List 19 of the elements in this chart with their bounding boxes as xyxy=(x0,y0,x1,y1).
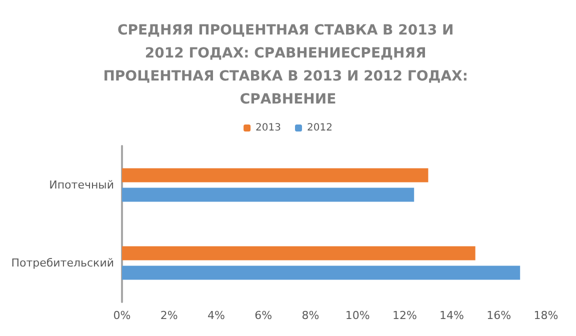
x-tick-label: 6% xyxy=(254,309,272,322)
x-tick-label: 8% xyxy=(302,309,320,322)
x-tick-label: 12% xyxy=(392,309,417,322)
x-tick-label: 14% xyxy=(440,309,464,322)
y-tick-label: Потребительский xyxy=(11,256,114,270)
legend-label: 2013 xyxy=(256,122,282,134)
bar xyxy=(122,168,428,182)
x-tick-label: 18% xyxy=(534,309,558,322)
chart-title: СРЕДНЯЯ ПРОЦЕНТНАЯ СТАВКА В 2013 И 2012 ГОДАХ: СРАВНЕНИЕСРЕДНЯЯ ПРОЦЕНТНАЯ СТАВКА В 2013 И 2012 ГОДАХ: СРАВНЕНИЕ xyxy=(103,22,473,108)
x-tick-label: 4% xyxy=(207,309,225,322)
bar xyxy=(122,246,476,260)
x-tick-label: 0% xyxy=(113,309,131,322)
x-tick-label: 10% xyxy=(345,309,370,322)
x-tick-label: 16% xyxy=(486,309,512,322)
bar xyxy=(122,266,520,280)
y-tick-label: Ипотечный xyxy=(49,178,114,192)
x-tick-label: 2% xyxy=(160,309,178,322)
bar xyxy=(122,188,414,202)
legend-label: 2012 xyxy=(307,122,332,134)
